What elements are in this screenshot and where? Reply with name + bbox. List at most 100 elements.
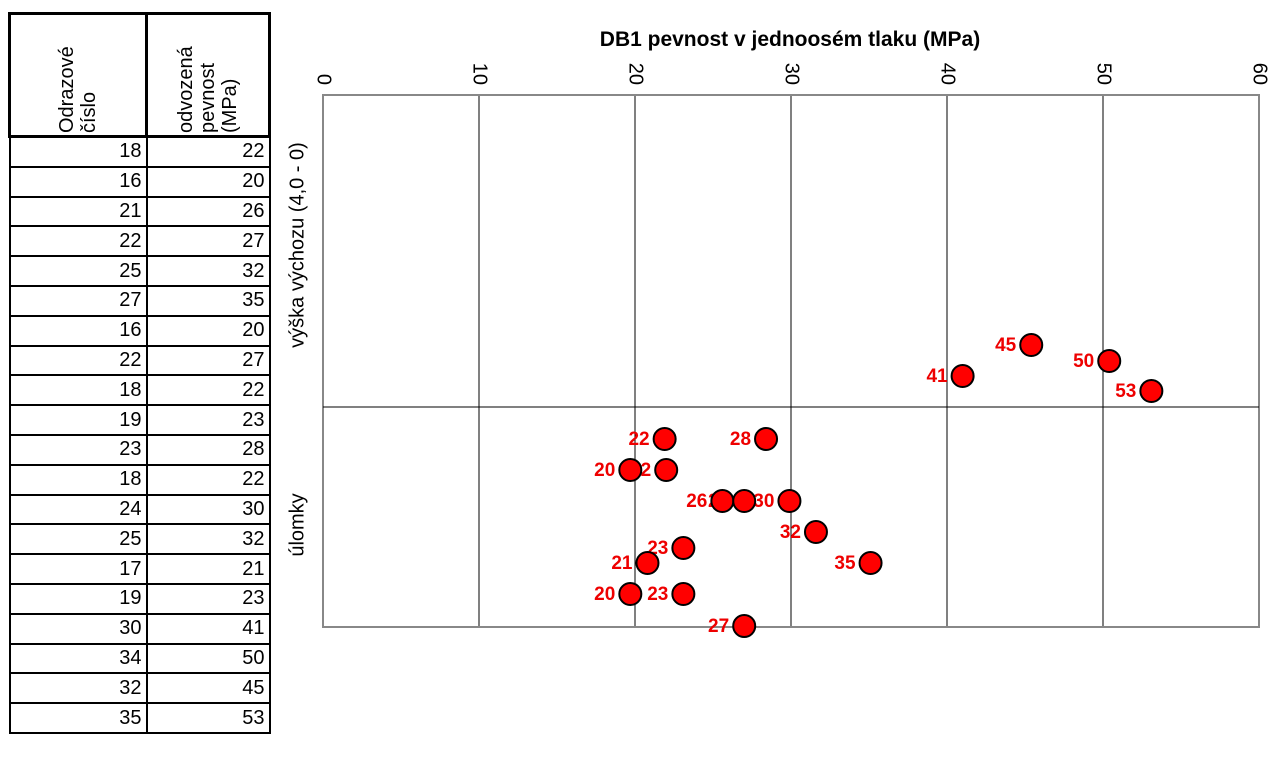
table-cell: 20 — [145, 314, 271, 347]
table-cell: 45 — [145, 672, 271, 705]
x-tick-label: 0 — [313, 74, 335, 85]
table-row: 18 22 — [8, 135, 271, 168]
table-row: 22 27 — [8, 344, 271, 377]
table-cell: 16 — [8, 314, 148, 347]
table-cell: 22 — [145, 463, 271, 496]
table-row: 19 23 — [8, 582, 271, 615]
x-tick-label: 50 — [1093, 63, 1115, 85]
data-point — [618, 458, 643, 482]
table-cell: 17 — [8, 553, 148, 585]
table-cell: 21 — [145, 553, 271, 585]
table-cell: 21 — [8, 195, 148, 228]
data-label: 28 — [730, 429, 751, 450]
data-point — [1097, 349, 1122, 373]
table-cell: 23 — [8, 433, 148, 466]
data-point — [732, 489, 757, 513]
data-label: 30 — [753, 491, 774, 512]
table-cell: 35 — [8, 702, 148, 734]
x-tick-label: 20 — [625, 63, 647, 85]
table-cell: 23 — [145, 582, 271, 615]
table-cell: 18 — [8, 374, 148, 407]
data-label: 22 — [628, 429, 649, 450]
table-cell: 16 — [8, 165, 148, 198]
data-label: 20 — [594, 584, 615, 605]
table-cell: 20 — [145, 165, 271, 198]
table-row: 18 22 — [8, 374, 271, 407]
table-cell: 28 — [145, 433, 271, 466]
table-row: 16 20 — [8, 314, 271, 347]
table-cell: 27 — [8, 284, 148, 317]
x-tick-label: 60 — [1249, 63, 1271, 85]
table-cell: 34 — [8, 642, 148, 675]
table-cell: 50 — [145, 642, 271, 675]
table-row: 35 53 — [8, 702, 271, 734]
data-point — [671, 582, 696, 606]
table-cell: 35 — [145, 284, 271, 317]
data-point — [777, 489, 802, 513]
table-row: 25 32 — [8, 523, 271, 556]
data-label: 53 — [1115, 381, 1136, 402]
table-cell: 24 — [8, 493, 148, 526]
x-tick-label: 40 — [937, 63, 959, 85]
data-label: 45 — [995, 335, 1017, 356]
table-row: 19 23 — [8, 404, 271, 436]
y-category-label: výška výchozu (4,0 - 0) — [286, 142, 308, 348]
table-row: 24 30 — [8, 493, 271, 526]
table-row: 23 28 — [8, 433, 271, 466]
table-cell: 32 — [145, 255, 271, 287]
data-point — [671, 536, 696, 560]
table-row: 17 21 — [8, 553, 271, 585]
table-row: 22 27 — [8, 225, 271, 258]
data-point — [858, 551, 883, 575]
table-row: 16 20 — [8, 165, 271, 198]
data-point — [950, 364, 975, 388]
table-cell: 19 — [8, 582, 148, 615]
table-cell: 27 — [145, 344, 271, 377]
header-cell: Odrazové číslo — [8, 12, 148, 138]
y-category-label: úlomky — [286, 493, 308, 556]
table-cell: 22 — [8, 225, 148, 258]
table-cell: 22 — [8, 344, 148, 377]
data-label: 41 — [926, 366, 948, 387]
table-cell: 30 — [145, 493, 271, 526]
data-point — [654, 458, 679, 482]
table-row: 27 35 — [8, 284, 271, 317]
data-point — [1139, 379, 1164, 403]
table-row: 34 50 — [8, 642, 271, 675]
table-cell: 25 — [8, 523, 148, 556]
table-cell: 32 — [8, 672, 148, 705]
data-point — [710, 489, 735, 513]
table-cell: 18 — [8, 463, 148, 496]
table-row: 21 26 — [8, 195, 271, 228]
table-cell: 18 — [8, 135, 148, 168]
data-label: 20 — [594, 460, 615, 481]
table-cell: 27 — [145, 225, 271, 258]
header-cell: odvozená pevnost (MPa) — [145, 12, 271, 138]
chart-title: DB1 pevnost v jednoosém tlaku (MPa) — [600, 28, 980, 51]
table-cell: 53 — [145, 702, 271, 734]
plot-border — [322, 94, 1260, 628]
table-body: 18 22 16 20 21 26 22 27 25 32 27 35 16 20 22 27 18 22 19 23… — [8, 135, 271, 734]
data-point — [635, 551, 660, 575]
x-tick-label: 10 — [469, 63, 491, 85]
table-cell: 19 — [8, 404, 148, 436]
data-table: Odrazové číslo odvozená pevnost (MPa) 18… — [8, 12, 271, 734]
table-cell: 26 — [145, 195, 271, 228]
table-row: 30 41 — [8, 612, 271, 645]
table-cell: 30 — [8, 612, 148, 645]
table-cell: 25 — [8, 255, 148, 287]
data-label: 50 — [1073, 351, 1094, 372]
x-tick-label: 30 — [781, 63, 803, 85]
table-cell: 22 — [145, 135, 271, 168]
data-label: 32 — [780, 522, 801, 543]
data-point — [618, 582, 643, 606]
table-cell: 41 — [145, 612, 271, 645]
data-point — [652, 427, 677, 451]
table-row: 25 32 — [8, 255, 271, 287]
table-cell: 32 — [145, 523, 271, 556]
table-row: 32 45 — [8, 672, 271, 705]
data-point — [803, 520, 828, 544]
data-point — [1019, 333, 1044, 357]
